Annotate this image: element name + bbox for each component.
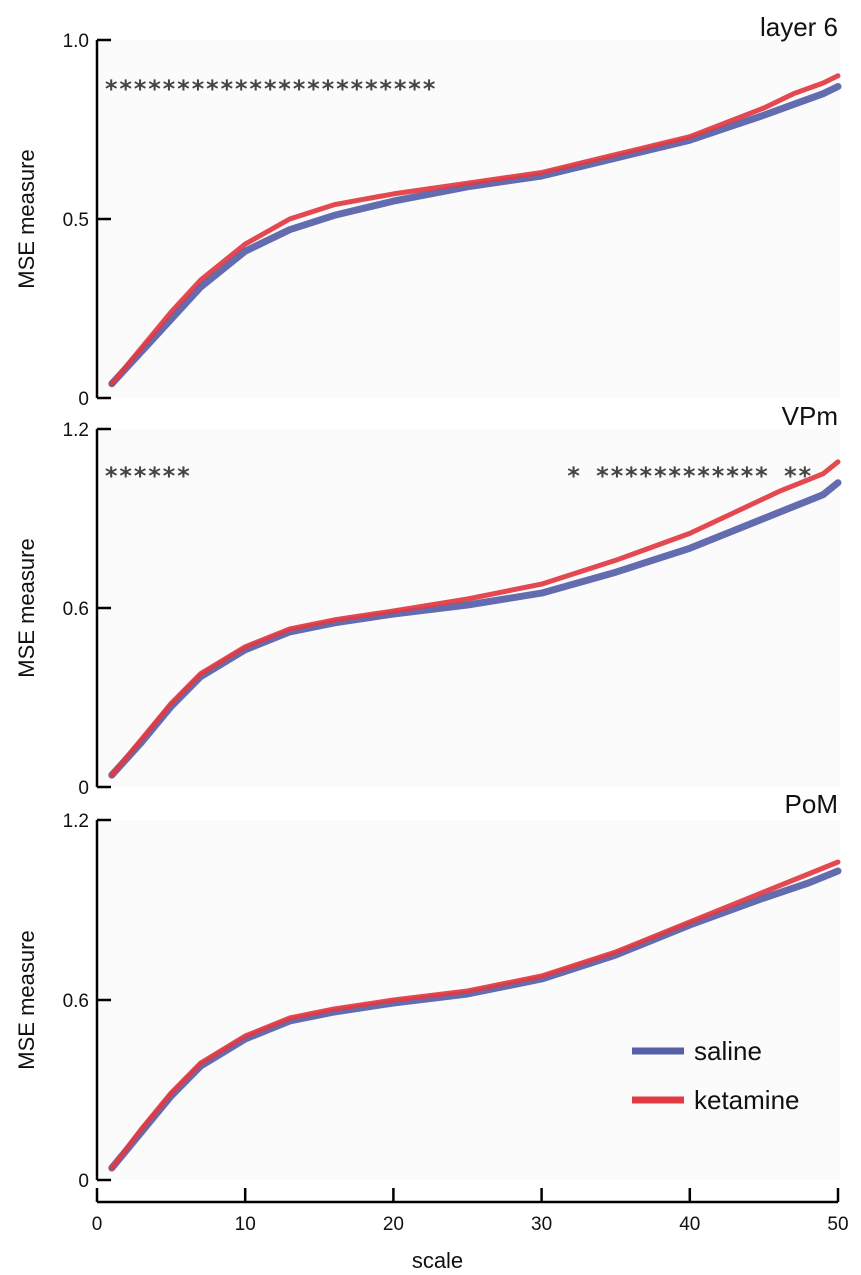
panels: 0 0.5 1.0 MSE measure layer 6 ***************… [14,12,861,1273]
y-tick-label: 0 [78,778,89,799]
x-tick-label: 10 [235,1214,256,1235]
panel-title: PoM [785,789,838,819]
x-tick-label: 50 [827,1214,848,1235]
plot-area [99,40,840,398]
plot-area [99,820,840,1180]
y-axis-label: MSE measure [14,149,39,288]
x-tick-label: 0 [92,1214,103,1235]
y-tick-label: 1.2 [63,811,89,832]
y-tick-label: 1.2 [63,420,89,441]
y-tick-label: 0.6 [63,991,89,1012]
y-axis-label: MSE measure [14,538,39,677]
significance-markers: *********************** [104,75,436,103]
x-tick-label: 30 [531,1214,552,1235]
y-tick-label: 0 [78,389,89,410]
series-line-ketamine [109,73,841,387]
panel-0: 0 0.5 1.0 MSE measure layer 6 ***************… [14,12,842,410]
panel-title: VPm [782,401,838,431]
y-tick-label: 0.5 [63,210,89,231]
x-tick-label: 20 [383,1214,404,1235]
legend: saline ketamine [632,1036,800,1115]
significance-markers: ****** * ************ ** * * ** * [104,462,861,490]
series-line-saline [108,83,842,388]
series-line-ketamine [109,859,841,1171]
x-tick-label: 40 [679,1214,700,1235]
panel-2: 0 0.6 1.2 MSE measure PoM 0 10 20 30 40 50 scale [14,789,849,1273]
y-axis-label: MSE measure [14,930,39,1069]
y-tick-label: 0.6 [63,599,89,620]
y-tick-label: 1.0 [63,31,89,52]
y-tick-label: 0 [78,1171,89,1192]
legend-label-ketamine: ketamine [694,1085,800,1115]
series-line-ketamine [109,459,841,778]
x-axis-label: scale [412,1248,463,1273]
panel-title: layer 6 [760,12,838,42]
legend-label-saline: saline [694,1036,762,1066]
panel-1: 0 0.6 1.2 MSE measure VPm ****** * **********… [14,401,861,799]
